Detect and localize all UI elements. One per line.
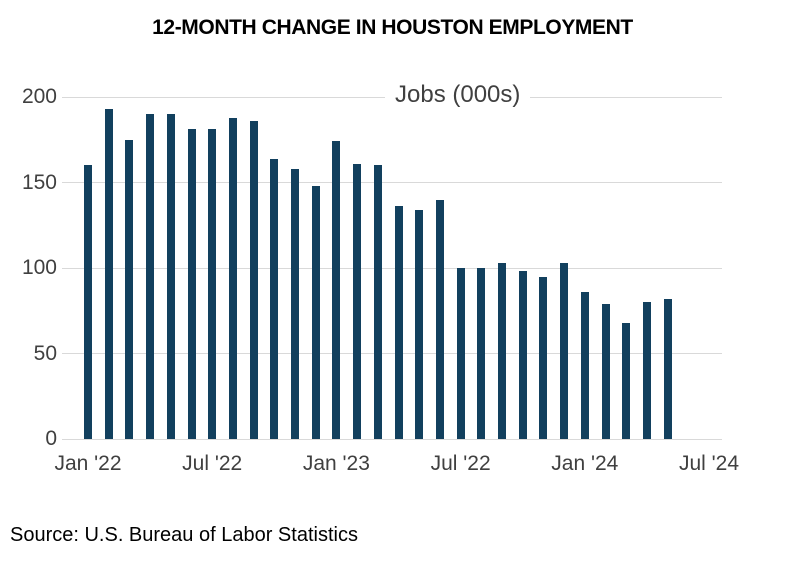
y-axis-labels: 0 50 100 150 200 [0,85,57,450]
bar-sep-22 [249,121,258,439]
bar-may-24 [663,299,672,439]
gridline-0 [62,438,722,440]
chart-title: 12-MONTH CHANGE IN HOUSTON EMPLOYMENT [152,16,633,39]
bar-jan-24 [580,292,589,439]
source-note: Source: U.S. Bureau of Labor Statistics [10,524,358,546]
bar-aug-23 [477,268,486,439]
bar-nov-23 [539,277,548,439]
plot-area: Jobs (000s) [62,81,722,440]
x-tick-label-4: Jan '24 [551,452,619,475]
bar-jan-22 [84,165,92,439]
chart-subtitle: Jobs (000s) [385,81,531,109]
bar-sep-23 [498,263,506,439]
bar-feb-22 [104,109,113,439]
bar-may-22 [166,114,175,439]
bar-apr-22 [146,114,155,439]
bar-jul-23 [456,268,465,439]
gridline-50 [62,353,722,354]
x-tick-label-1: Jul '22 [182,452,243,475]
gridline-100 [62,267,722,269]
bar-jan-23 [332,141,341,439]
bar-mar-23 [373,165,382,439]
y-tick-label-50: 50 [33,341,57,365]
bar-feb-24 [601,304,610,439]
gridline-150 [62,182,722,183]
bar-mar-22 [125,140,134,439]
bar-aug-22 [228,118,237,439]
bar-mar-24 [622,323,631,439]
bar-jul-22 [208,129,217,439]
x-tick-label-2: Jan '23 [302,452,370,475]
y-tick-label-150: 150 [21,170,57,194]
x-tick-label-0: Jan '22 [54,452,122,475]
bar-jun-23 [435,200,444,439]
x-axis-labels: Jan '22 Jul '22 Jan '23 Jul '22 Jan '24 Jul '… [54,452,762,480]
bar-apr-23 [394,206,403,439]
bar-may-23 [415,210,424,439]
bar-jun-22 [187,129,196,439]
bar-dec-22 [311,186,320,439]
y-tick-label-0: 0 [45,427,57,450]
bar-oct-23 [518,271,527,439]
bar-apr-24 [642,302,651,439]
y-tick-label-100: 100 [21,256,57,279]
bar-oct-22 [270,159,279,439]
bar-feb-23 [353,164,362,439]
bar-dec-23 [560,263,569,439]
x-tick-label-5: Jul '24 [678,452,740,475]
y-tick-label-200: 200 [21,85,57,108]
bar-nov-22 [291,169,299,439]
x-tick-label-3: Jul '22 [430,452,491,475]
